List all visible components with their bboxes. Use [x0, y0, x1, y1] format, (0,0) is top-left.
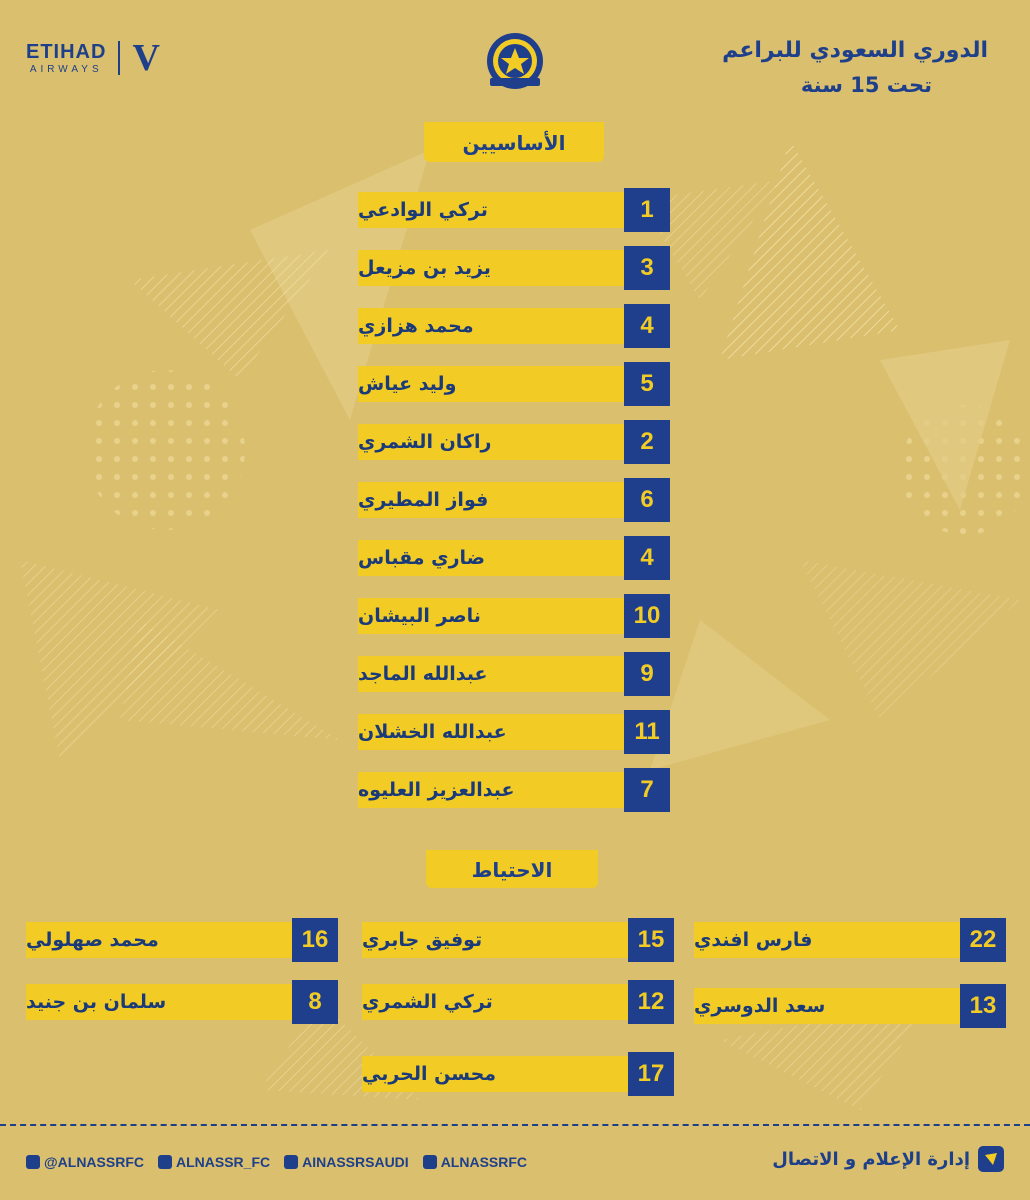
social-link-instagram[interactable]: ALNASSR_FC — [157, 1154, 271, 1170]
player-number: 4 — [624, 304, 670, 348]
player-name: سعد الدوسري — [694, 988, 960, 1024]
footer-divider — [0, 1124, 1030, 1126]
starter-row: يزيد بن مزيعل 3 — [358, 246, 670, 290]
sponsor-subtitle: AIRWAYS — [29, 64, 103, 75]
social-link-youtube[interactable]: ALNASSRFC — [422, 1154, 528, 1170]
sponsor-logo: ETIHAD AIRWAYS V — [26, 36, 160, 80]
substitutes-header: الاحتياط — [426, 850, 598, 888]
player-name: فواز المطيري — [358, 482, 624, 518]
player-number: 1 — [624, 188, 670, 232]
player-name: فارس افندي — [694, 922, 960, 958]
sponsor-mark: V — [132, 37, 160, 79]
social-link-twitter[interactable]: @ALNASSRFC — [26, 1154, 144, 1170]
club-crest-icon — [487, 33, 543, 89]
substitute-row: سعد الدوسري 13 — [694, 984, 1006, 1028]
player-number: 11 — [624, 710, 670, 754]
youtube-handle: ALNASSRFC — [440, 1154, 528, 1170]
media-department-label: إدارة الإعلام و الاتصال — [772, 1148, 970, 1170]
player-number: 3 — [624, 246, 670, 290]
sponsor-name: ETIHAD — [26, 41, 107, 63]
player-name: تركي الشمري — [362, 984, 628, 1020]
player-name: ضاري مقباس — [358, 540, 624, 576]
instagram-icon — [157, 1155, 172, 1169]
player-name: محمد صهلولي — [26, 922, 292, 958]
social-link-snapchat[interactable]: AINASSRSAUDI — [284, 1154, 409, 1170]
substitute-row: محسن الحربي 17 — [362, 1052, 674, 1096]
player-number: 12 — [628, 980, 674, 1024]
starter-row: فواز المطيري 6 — [358, 478, 670, 522]
starter-row: ضاري مقباس 4 — [358, 536, 670, 580]
player-name: راكان الشمري — [358, 424, 624, 460]
player-number: 5 — [624, 362, 670, 406]
starter-row: تركي الوادعي 1 — [358, 188, 670, 232]
player-name: توفيق جابري — [362, 922, 628, 958]
starter-row: وليد عياش 5 — [358, 362, 670, 406]
player-name: سلمان بن جنيد — [26, 984, 292, 1020]
player-name: وليد عياش — [358, 366, 624, 402]
page-title: الدوري السعودي للبراعم — [722, 38, 988, 63]
snapchat-handle: AINASSRSAUDI — [302, 1154, 409, 1170]
player-number: 16 — [292, 918, 338, 962]
substitute-row: محمد صهلولي 16 — [26, 918, 338, 962]
player-name: ناصر البيشان — [358, 598, 624, 634]
twitter-icon — [26, 1155, 40, 1169]
starter-row: راكان الشمري 2 — [358, 420, 670, 464]
substitute-row: توفيق جابري 15 — [362, 918, 674, 962]
substitute-row: سلمان بن جنيد 8 — [26, 980, 338, 1024]
media-logo-icon — [978, 1146, 1004, 1172]
youtube-icon — [422, 1155, 437, 1169]
player-name: عبدالعزيز العليوه — [358, 772, 624, 808]
starter-row: عبدالعزيز العليوه 7 — [358, 768, 670, 812]
player-number: 22 — [960, 918, 1006, 962]
instagram-handle: ALNASSR_FC — [175, 1154, 271, 1170]
player-number: 9 — [624, 652, 670, 696]
substitute-row: تركي الشمري 12 — [362, 980, 674, 1024]
page-subtitle: تحت 15 سنة — [800, 73, 932, 97]
player-name: محسن الحربي — [362, 1056, 628, 1092]
player-name: يزيد بن مزيعل — [358, 250, 624, 286]
player-number: 6 — [624, 478, 670, 522]
player-number: 15 — [628, 918, 674, 962]
player-number: 17 — [628, 1052, 674, 1096]
player-name: محمد هزازي — [358, 308, 624, 344]
twitter-handle: @ALNASSRFC — [44, 1154, 144, 1170]
starter-row: عبدالله الخشلان 11 — [358, 710, 670, 754]
player-number: 4 — [624, 536, 670, 580]
player-number: 10 — [624, 594, 670, 638]
snapchat-icon — [284, 1155, 299, 1169]
player-number: 8 — [292, 980, 338, 1024]
starter-row: ناصر البيشان 10 — [358, 594, 670, 638]
player-name: تركي الوادعي — [358, 192, 624, 228]
media-department: إدارة الإعلام و الاتصال — [772, 1146, 1004, 1172]
player-number: 2 — [624, 420, 670, 464]
starters-header: الأساسيين — [424, 122, 604, 162]
social-links: @ALNASSRFC ALNASSR_FC AINASSRSAUDI ALNAS… — [26, 1154, 527, 1170]
player-name: عبدالله الماجد — [358, 656, 624, 692]
starter-row: محمد هزازي 4 — [358, 304, 670, 348]
player-name: عبدالله الخشلان — [358, 714, 624, 750]
sponsor-divider — [118, 41, 121, 75]
starter-row: عبدالله الماجد 9 — [358, 652, 670, 696]
player-number: 7 — [624, 768, 670, 812]
player-number: 13 — [960, 984, 1006, 1028]
substitute-row: فارس افندي 22 — [694, 918, 1006, 962]
